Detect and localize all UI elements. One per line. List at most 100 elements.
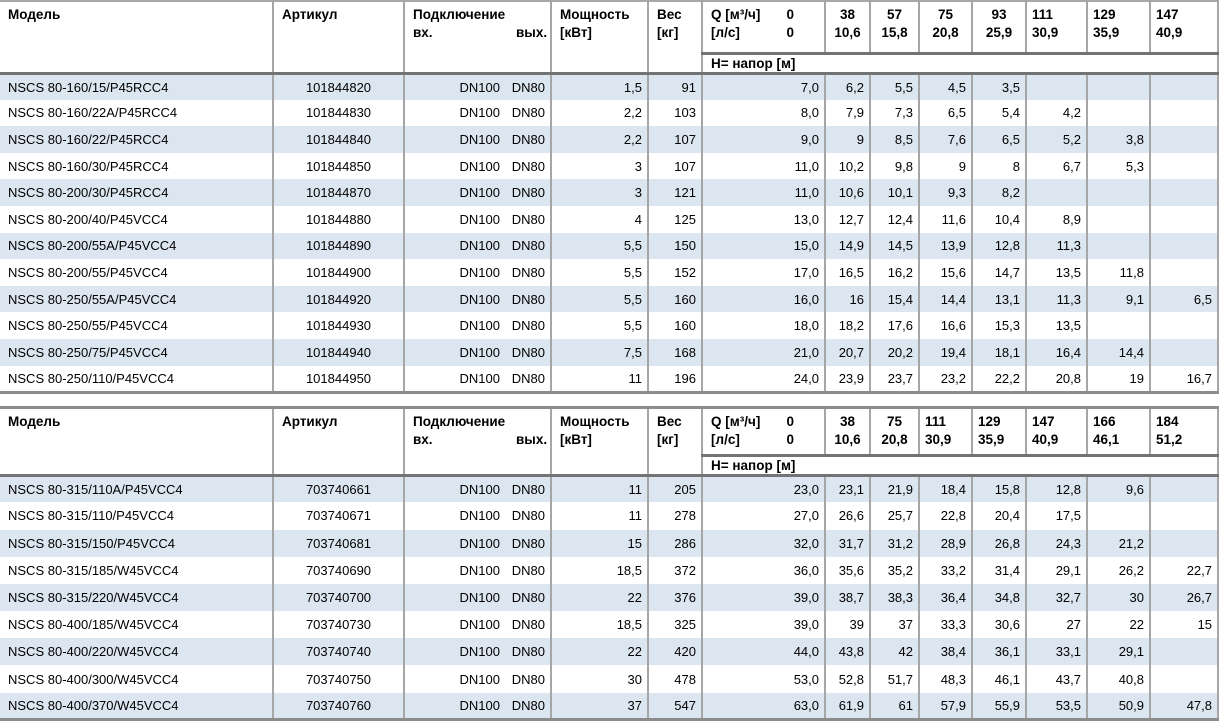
- power-cell: 30: [550, 665, 648, 693]
- q-ls-value: 15,8: [881, 25, 908, 40]
- q-m3h-value: 147: [1032, 413, 1055, 429]
- power-unit: [кВт]: [560, 25, 592, 40]
- head-value-cell: [1149, 179, 1219, 206]
- column-header-q: 38 10,6: [824, 1, 870, 55]
- flow-zero: 0: [786, 25, 794, 40]
- head-value-cell: [1086, 312, 1150, 339]
- power-cell: 11: [550, 502, 648, 530]
- head-value-cell: 10,1: [869, 179, 919, 206]
- inlet-label: вх.: [413, 25, 433, 40]
- head-value-cell: 5,3: [1086, 152, 1150, 180]
- head-value-cell: 61,9: [824, 692, 870, 720]
- dn-inlet-value: DN100: [459, 131, 500, 147]
- connection-cell: DN100 DN80: [403, 285, 551, 313]
- head-value-cell: 18,0: [701, 312, 825, 339]
- q-m3h-value: 38: [839, 413, 856, 429]
- head-value-cell: 22,8: [918, 502, 972, 530]
- weight-cell: 372: [647, 556, 702, 584]
- head-value-cell: 13,9: [918, 232, 972, 260]
- column-header-connection: Подключение вх. вых.: [403, 407, 551, 477]
- dn-outlet-value: DN80: [511, 264, 545, 280]
- head-value-cell: [1149, 502, 1219, 530]
- connection-values: DN100 DN80: [406, 80, 550, 95]
- head-value-cell: 18,2: [824, 312, 870, 339]
- connection-cell: DN100 DN80: [403, 259, 551, 286]
- power-cell: 11: [550, 365, 648, 393]
- spec-table: Модель Артикул Подключение вх. вых. Мощность […: [0, 405, 1219, 722]
- dn-inlet-value: DN100: [459, 211, 500, 227]
- head-value-cell: 40,8: [1086, 665, 1150, 693]
- head-value-cell: [1149, 338, 1219, 366]
- dn-outlet-value: DN80: [511, 589, 545, 605]
- power-cell: 1,5: [550, 73, 648, 100]
- dn-outlet-value: DN80: [511, 238, 545, 254]
- weight-cell: 196: [647, 365, 702, 393]
- table-body: NSCS 80-315/110A/P45VCC4 703740661 DN100 DN…: [0, 475, 1219, 720]
- article-cell: 101844850: [272, 152, 404, 180]
- column-header-q: 75 20,8: [918, 1, 972, 55]
- table-row: NSCS 80-315/110A/P45VCC4 703740661 DN100 DN…: [0, 475, 1219, 503]
- head-value-cell: 37: [869, 611, 919, 639]
- head-value-cell: 16,6: [918, 312, 972, 339]
- power-cell: 37: [550, 692, 648, 720]
- head-value-cell: 23,2: [918, 365, 972, 393]
- head-value-cell: 6,7: [1025, 152, 1087, 180]
- q-m3h-value: 57: [886, 7, 903, 22]
- dn-outlet-value: DN80: [511, 481, 545, 497]
- head-value-cell: [1149, 73, 1219, 100]
- q-ls-value: 10,6: [834, 25, 861, 40]
- head-value-cell: 7,9: [824, 99, 870, 127]
- head-value-cell: 63,0: [701, 692, 825, 720]
- dn-outlet-value: DN80: [511, 697, 545, 713]
- dn-outlet-value: DN80: [511, 291, 545, 307]
- connection-cell: DN100 DN80: [403, 475, 551, 503]
- head-value-cell: 15: [1149, 611, 1219, 639]
- head-value-cell: 14,7: [971, 259, 1026, 286]
- model-cell: NSCS 80-400/220/W45VCC4: [0, 638, 273, 666]
- table-row: NSCS 80-400/185/W45VCC4 703740730 DN100 DN8…: [0, 611, 1219, 639]
- head-value-cell: 19: [1086, 365, 1150, 393]
- q-m3h-value: 75: [937, 7, 954, 22]
- head-value-cell: 15,6: [918, 259, 972, 286]
- flow-zero: 0: [786, 413, 794, 429]
- q-ls-value: 30,9: [925, 431, 952, 447]
- connection-cell: DN100 DN80: [403, 73, 551, 100]
- head-value-cell: 12,4: [869, 205, 919, 233]
- article-cell: 101844890: [272, 232, 404, 260]
- table-row: NSCS 80-400/300/W45VCC4 703740750 DN100 DN8…: [0, 665, 1219, 693]
- table-row: NSCS 80-160/30/P45RCC4 101844850 DN100 DN80…: [0, 152, 1219, 180]
- head-value-cell: [1149, 205, 1219, 233]
- dn-inlet-value: DN100: [459, 697, 500, 713]
- table-row: NSCS 80-200/55A/P45VCC4 101844890 DN100 DN8…: [0, 232, 1219, 260]
- connection-cell: DN100 DN80: [403, 583, 551, 612]
- head-value-cell: 34,8: [971, 583, 1026, 612]
- head-value-cell: 26,8: [971, 529, 1026, 557]
- head-value-cell: 21,2: [1086, 529, 1150, 557]
- connection-cell: DN100 DN80: [403, 232, 551, 260]
- head-value-cell: 51,7: [869, 665, 919, 693]
- table-row: NSCS 80-160/22A/P45RCC4 101844830 DN100 DN8…: [0, 99, 1219, 127]
- flow-unit-m3h: Q [м³/ч]: [711, 7, 761, 22]
- head-value-cell: 26,6: [824, 502, 870, 530]
- dn-inlet-value: DN100: [459, 370, 500, 386]
- head-value-cell: 17,5: [1025, 502, 1087, 530]
- dn-inlet-value: DN100: [459, 318, 500, 334]
- head-value-cell: [1086, 99, 1150, 127]
- head-value-cell: 30,6: [971, 611, 1026, 639]
- head-value-cell: 25,7: [869, 502, 919, 530]
- column-header-q: 129 35,9: [971, 407, 1026, 457]
- head-label-cell: H= напор [м]: [701, 454, 1219, 477]
- head-value-cell: 15,4: [869, 285, 919, 313]
- connection-cell: DN100 DN80: [403, 126, 551, 153]
- head-value-cell: 8: [971, 152, 1026, 180]
- connection-cell: DN100 DN80: [403, 638, 551, 666]
- head-value-cell: 13,5: [1025, 312, 1087, 339]
- head-value-cell: [1149, 475, 1219, 503]
- head-value-cell: 9,0: [701, 126, 825, 153]
- dn-inlet-value: DN100: [459, 238, 500, 254]
- connection-subheader: вх. вых.: [413, 431, 550, 449]
- head-value-cell: 6,5: [971, 126, 1026, 153]
- head-value-cell: 30: [1086, 583, 1150, 612]
- head-value-cell: 55,9: [971, 692, 1026, 720]
- head-value-cell: 24,0: [701, 365, 825, 393]
